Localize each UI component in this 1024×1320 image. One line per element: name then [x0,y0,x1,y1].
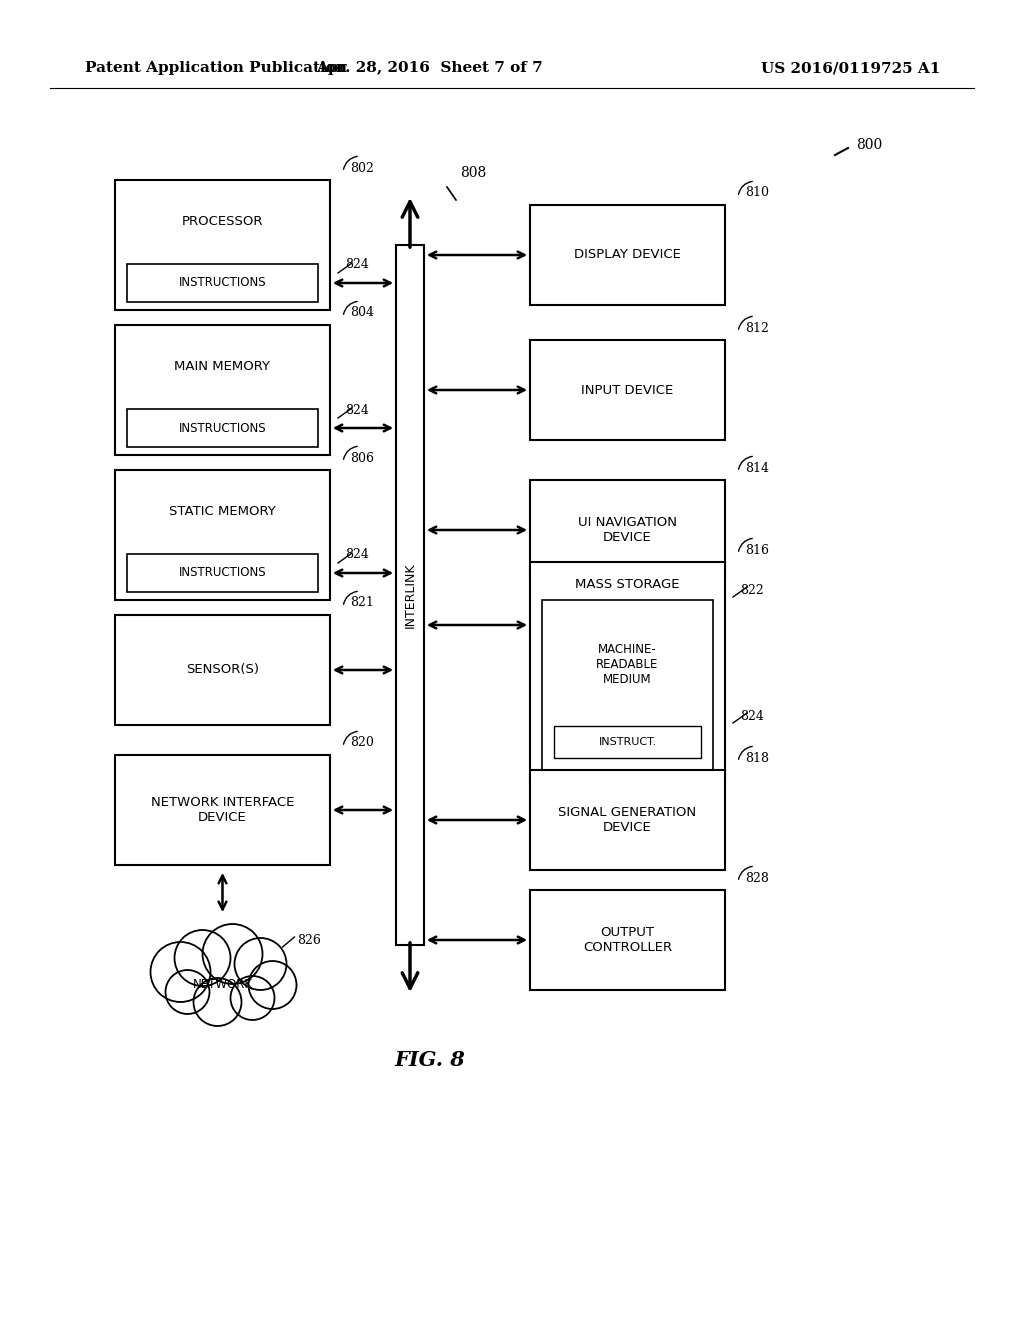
Bar [115,180,330,310]
Text: UI NAVIGATION
DEVICE: UI NAVIGATION DEVICE [578,516,677,544]
Text: INSTRUCTIONS: INSTRUCTIONS [178,566,266,579]
Circle shape [194,978,242,1026]
Bar [396,246,424,945]
Bar [115,325,330,455]
Text: FIG. 8: FIG. 8 [394,1049,465,1071]
Text: 808: 808 [460,166,486,180]
Circle shape [151,942,211,1002]
Bar [115,755,330,865]
Text: 804: 804 [350,306,374,319]
Bar [530,205,725,305]
Bar [530,562,725,781]
Bar [127,409,318,447]
Bar [554,726,701,758]
Circle shape [230,975,274,1020]
Text: SIGNAL GENERATION
DEVICE: SIGNAL GENERATION DEVICE [558,807,696,834]
Text: MAIN MEMORY: MAIN MEMORY [174,360,270,374]
Text: INSTRUCT.: INSTRUCT. [598,737,656,747]
Text: 824: 824 [740,710,764,722]
Text: 810: 810 [745,186,769,199]
Text: 824: 824 [345,549,369,561]
Text: NETWORK: NETWORK [193,978,253,991]
Text: 828: 828 [745,871,769,884]
Circle shape [174,931,230,986]
Bar [530,770,725,870]
Circle shape [234,939,287,990]
Text: 806: 806 [350,451,374,465]
Bar [115,615,330,725]
Text: 814: 814 [745,462,769,474]
Bar [530,890,725,990]
Text: 820: 820 [350,737,374,750]
Text: INSTRUCTIONS: INSTRUCTIONS [178,421,266,434]
Bar [127,554,318,591]
Text: INPUT DEVICE: INPUT DEVICE [582,384,674,396]
Bar [542,601,713,770]
Bar [530,480,725,579]
Text: OUTPUT
CONTROLLER: OUTPUT CONTROLLER [583,927,672,954]
Text: Apr. 28, 2016  Sheet 7 of 7: Apr. 28, 2016 Sheet 7 of 7 [316,61,544,75]
Text: NETWORK INTERFACE
DEVICE: NETWORK INTERFACE DEVICE [151,796,294,824]
Text: US 2016/0119725 A1: US 2016/0119725 A1 [761,61,940,75]
Text: INTERLINK: INTERLINK [403,562,417,628]
Circle shape [249,961,297,1008]
Text: 816: 816 [745,544,769,557]
Text: 821: 821 [350,597,374,610]
Text: STATIC MEMORY: STATIC MEMORY [169,506,275,519]
Circle shape [166,970,210,1014]
Bar [115,470,330,601]
Text: 800: 800 [856,139,883,152]
Text: PROCESSOR: PROCESSOR [181,215,263,228]
Text: 818: 818 [745,751,769,764]
Bar [127,264,318,302]
Text: MASS STORAGE: MASS STORAGE [575,578,680,590]
Text: 812: 812 [745,322,769,334]
Text: SENSOR(S): SENSOR(S) [186,664,259,676]
Text: 822: 822 [740,583,764,597]
Text: MACHINE-
READABLE
MEDIUM: MACHINE- READABLE MEDIUM [596,643,658,686]
Text: 824: 824 [345,404,369,417]
Text: INSTRUCTIONS: INSTRUCTIONS [178,276,266,289]
Text: 826: 826 [298,933,322,946]
Circle shape [203,924,262,983]
Bar [530,341,725,440]
Text: 802: 802 [350,161,374,174]
Circle shape [184,942,260,1018]
Text: DISPLAY DEVICE: DISPLAY DEVICE [574,248,681,261]
Text: 824: 824 [345,259,369,272]
Text: Patent Application Publication: Patent Application Publication [85,61,347,75]
